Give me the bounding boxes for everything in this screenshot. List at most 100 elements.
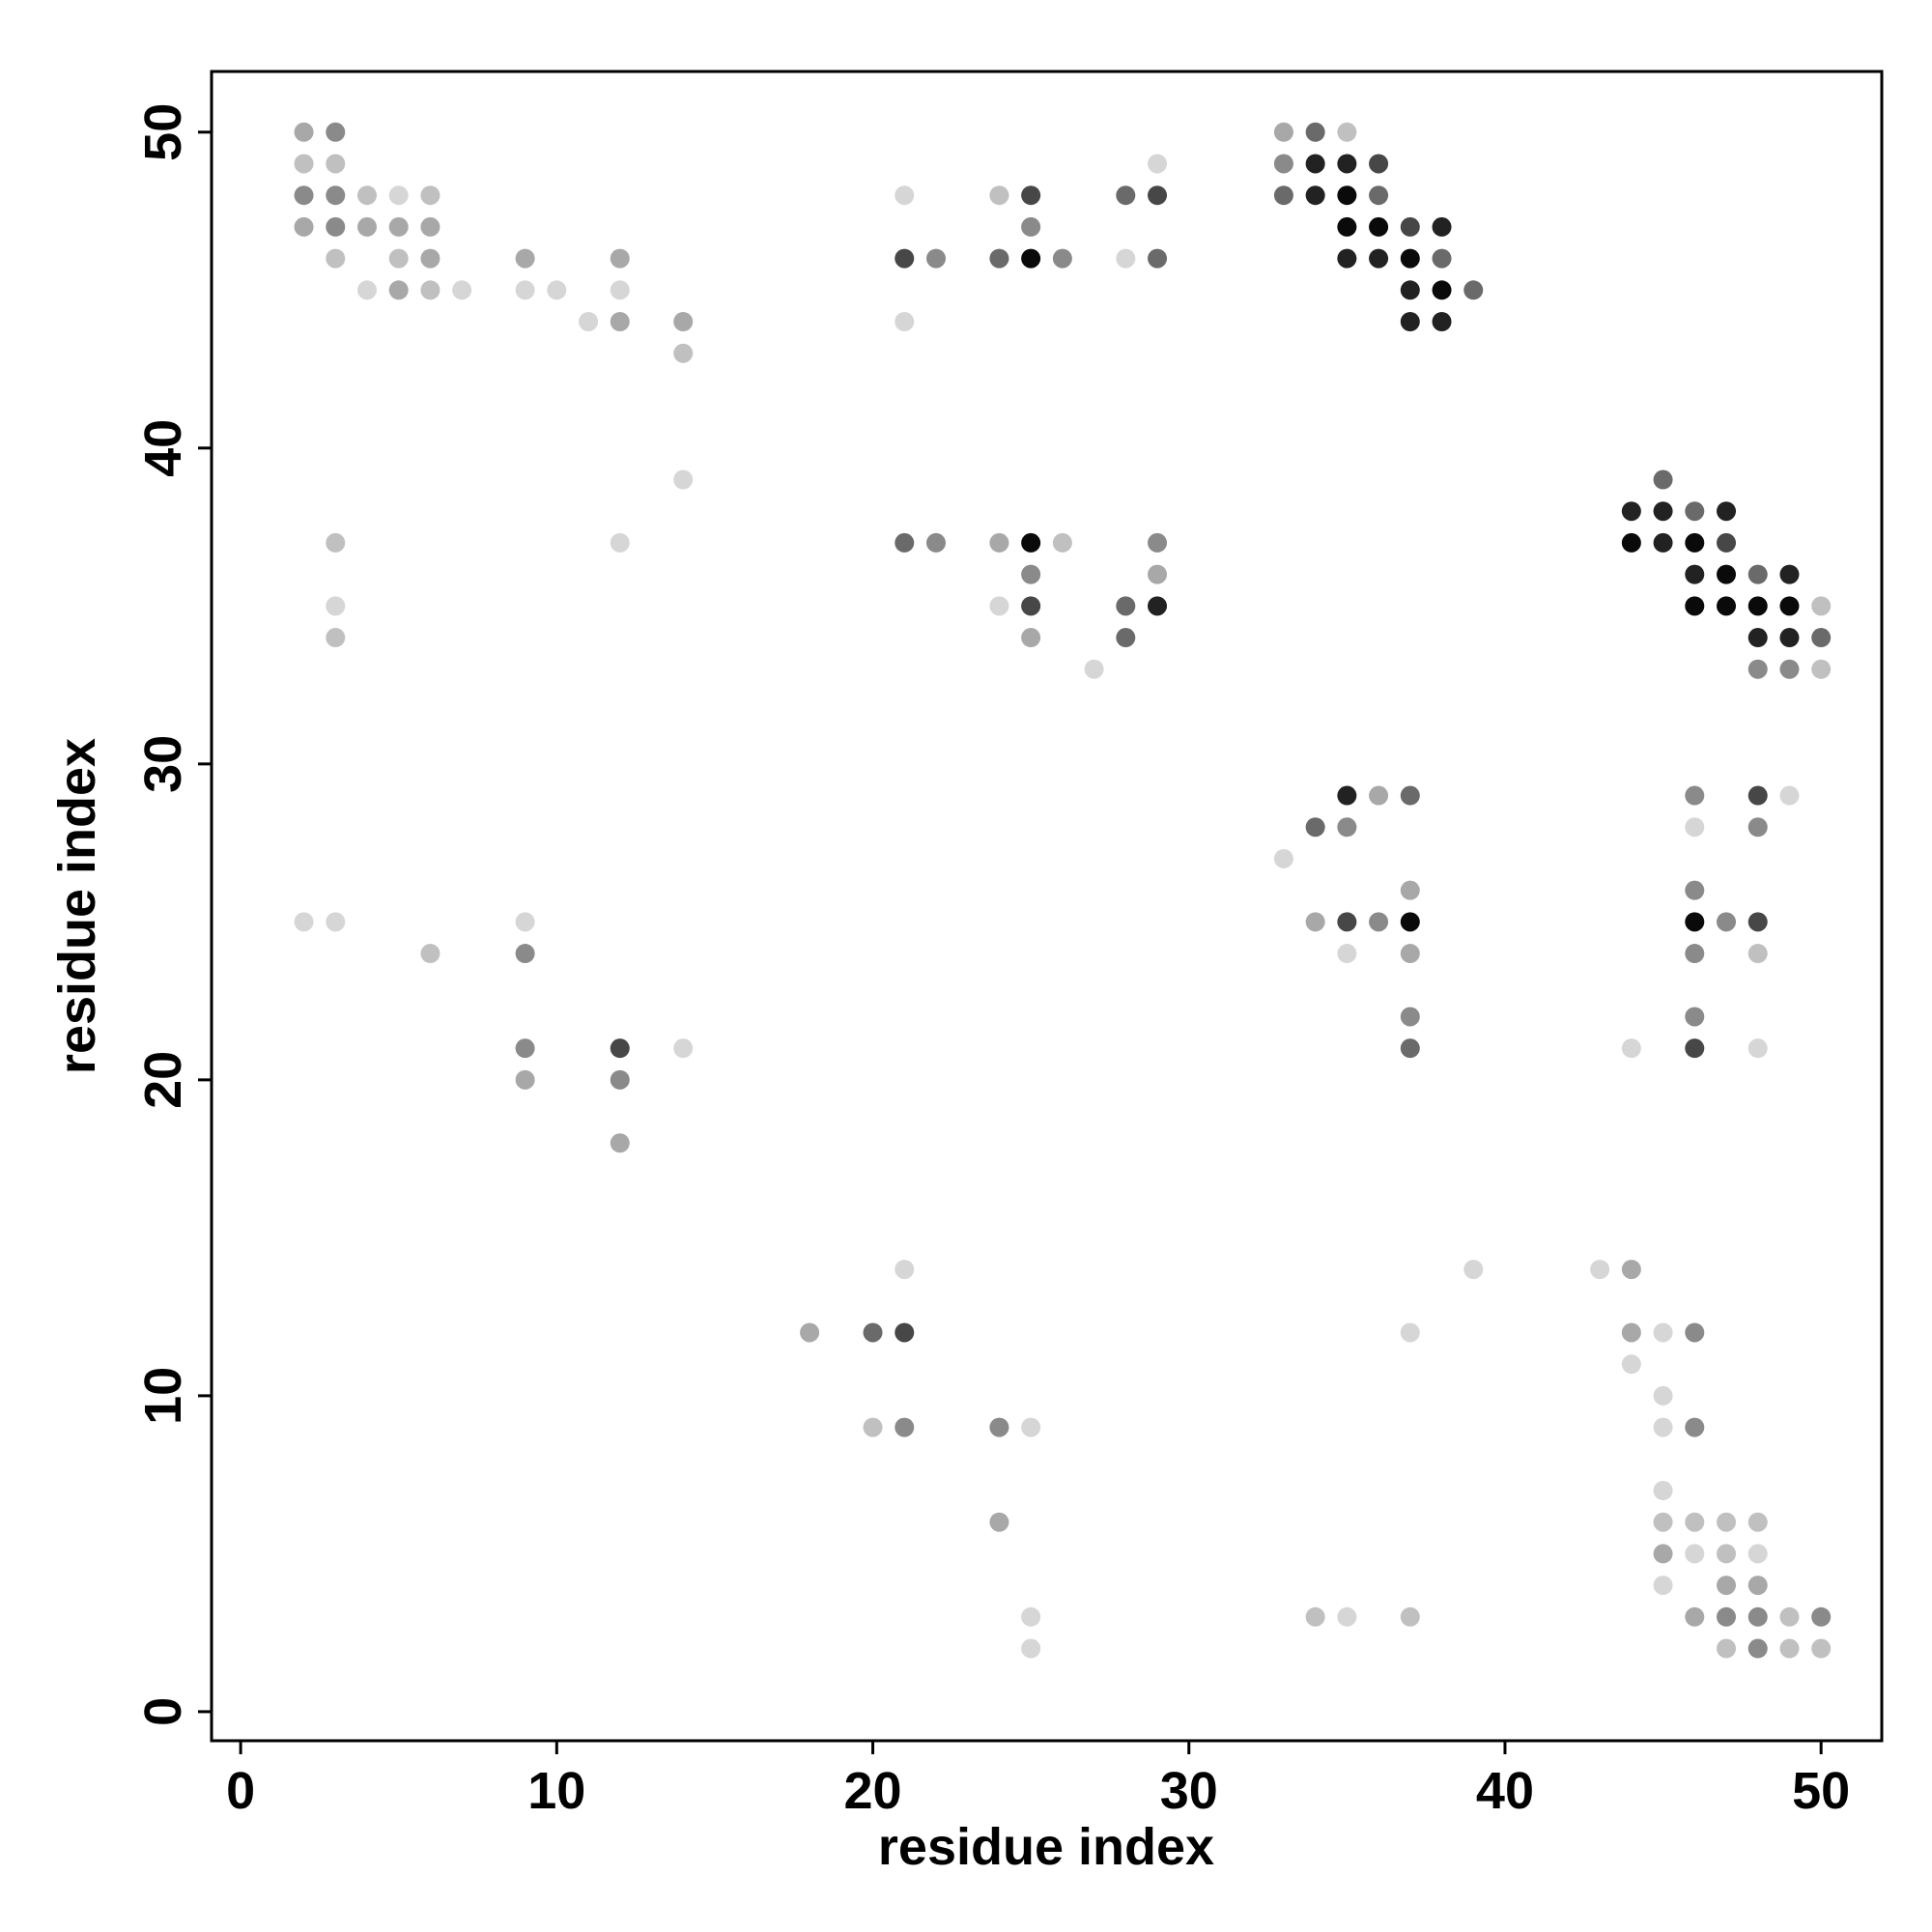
contact-point <box>420 248 440 269</box>
contact-point <box>1052 532 1072 553</box>
contact-point <box>1432 248 1452 269</box>
y-axis-label: residue index <box>48 738 106 1074</box>
contact-point <box>326 628 346 648</box>
contact-point <box>1621 501 1641 522</box>
contact-point <box>1084 659 1104 679</box>
contact-point <box>1717 1544 1737 1564</box>
contact-point <box>1021 1638 1041 1659</box>
contact-point <box>294 185 314 206</box>
contact-point <box>610 1133 630 1153</box>
contact-point <box>1717 1512 1737 1532</box>
contact-point <box>1685 1544 1705 1564</box>
contact-point <box>356 280 377 300</box>
contact-point <box>1685 596 1705 616</box>
contact-point <box>1811 628 1832 648</box>
contact-point <box>800 1322 820 1343</box>
contact-point <box>1685 785 1705 806</box>
contact-point <box>1463 1260 1484 1280</box>
contact-point <box>1021 564 1041 584</box>
contact-point <box>1747 912 1768 932</box>
contact-point <box>1747 1512 1768 1532</box>
contact-point <box>673 343 694 363</box>
contact-point <box>1653 532 1673 553</box>
contact-point <box>1653 1385 1673 1406</box>
contact-point <box>610 248 630 269</box>
contact-point <box>1148 185 1168 206</box>
contact-point <box>1653 1322 1673 1343</box>
contact-point <box>1717 532 1737 553</box>
contact-point <box>1685 532 1705 553</box>
contact-point <box>420 216 440 237</box>
contact-point <box>420 280 440 300</box>
contact-point <box>1685 1038 1705 1059</box>
contact-point <box>356 185 377 206</box>
contact-point <box>610 1069 630 1090</box>
contact-point <box>610 1038 630 1059</box>
contact-point <box>1685 1417 1705 1437</box>
contact-point <box>673 1038 694 1059</box>
contact-point <box>1148 564 1168 584</box>
contact-point <box>895 532 915 553</box>
contact-point <box>1148 248 1168 269</box>
contact-point <box>989 1512 1009 1532</box>
contact-point <box>1369 216 1389 237</box>
contact-point <box>1747 944 1768 964</box>
contact-point <box>1400 1606 1420 1627</box>
contact-point <box>895 248 915 269</box>
contact-point <box>1590 1260 1610 1280</box>
contact-point <box>1747 659 1768 679</box>
contact-point <box>1273 848 1293 868</box>
contact-point <box>515 1038 535 1059</box>
contact-point <box>1717 1606 1737 1627</box>
contact-point <box>925 532 946 553</box>
x-tick-label: 0 <box>226 1762 255 1820</box>
contact-point <box>1337 248 1357 269</box>
contact-point <box>1779 659 1800 679</box>
contact-point <box>1779 1606 1800 1627</box>
contact-point <box>452 280 472 300</box>
contact-point <box>1273 185 1293 206</box>
contact-point <box>1337 122 1357 142</box>
contact-point <box>1653 1480 1673 1500</box>
contact-point <box>1685 1606 1705 1627</box>
contact-point <box>1653 1512 1673 1532</box>
contact-point <box>1021 596 1041 616</box>
contact-point <box>673 469 694 490</box>
contact-point <box>1400 312 1420 332</box>
y-tick-label: 20 <box>134 1051 192 1109</box>
y-tick-label: 50 <box>134 103 192 161</box>
contact-point <box>326 596 346 616</box>
contact-point <box>1305 817 1325 838</box>
contact-point <box>1685 1512 1705 1532</box>
contact-point <box>294 216 314 237</box>
contact-point <box>515 944 535 964</box>
contact-point <box>1337 1606 1357 1627</box>
contact-point <box>579 312 599 332</box>
contact-point <box>610 312 630 332</box>
contact-point <box>1116 248 1136 269</box>
contact-point <box>1021 185 1041 206</box>
contact-point <box>1148 154 1168 174</box>
contact-point <box>1116 628 1136 648</box>
contact-point <box>1621 532 1641 553</box>
contact-point <box>1685 817 1705 838</box>
contact-point <box>326 248 346 269</box>
contact-point <box>863 1417 883 1437</box>
contact-point <box>294 122 314 142</box>
contact-point <box>1621 1322 1641 1343</box>
x-tick-label: 10 <box>527 1762 585 1820</box>
contact-point <box>1305 185 1325 206</box>
contact-point <box>1685 880 1705 900</box>
contact-point <box>1717 596 1737 616</box>
contact-point <box>1621 1038 1641 1059</box>
contact-point <box>1021 1606 1041 1627</box>
contact-point <box>1811 659 1832 679</box>
contact-point <box>1621 1354 1641 1375</box>
x-tick-label: 50 <box>1792 1762 1850 1820</box>
contact-point <box>1305 1606 1325 1627</box>
contact-point <box>420 944 440 964</box>
contact-point <box>1021 628 1041 648</box>
x-tick-label: 30 <box>1160 1762 1218 1820</box>
contact-point <box>388 216 409 237</box>
